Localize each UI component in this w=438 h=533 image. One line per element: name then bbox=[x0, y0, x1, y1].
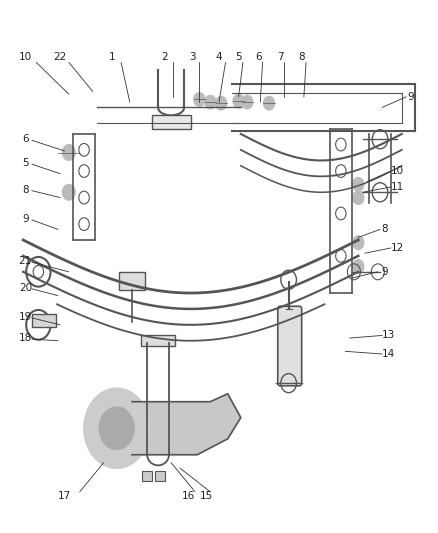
Circle shape bbox=[84, 389, 149, 468]
FancyBboxPatch shape bbox=[119, 272, 145, 290]
Circle shape bbox=[194, 93, 205, 107]
FancyBboxPatch shape bbox=[278, 306, 302, 386]
Text: 7: 7 bbox=[277, 52, 283, 62]
Text: 9: 9 bbox=[381, 267, 388, 277]
Circle shape bbox=[353, 260, 364, 273]
Text: 6: 6 bbox=[22, 134, 28, 144]
Circle shape bbox=[263, 96, 275, 110]
Text: 6: 6 bbox=[255, 52, 261, 62]
Text: 8: 8 bbox=[298, 52, 305, 62]
Circle shape bbox=[99, 407, 134, 449]
Circle shape bbox=[205, 95, 216, 109]
Text: 4: 4 bbox=[215, 52, 223, 62]
Circle shape bbox=[353, 191, 364, 205]
Text: 16: 16 bbox=[182, 490, 195, 500]
FancyBboxPatch shape bbox=[155, 471, 166, 481]
FancyBboxPatch shape bbox=[32, 314, 56, 327]
Text: 17: 17 bbox=[58, 490, 71, 500]
Text: 9: 9 bbox=[22, 214, 28, 224]
Circle shape bbox=[353, 177, 364, 191]
Text: 8: 8 bbox=[381, 224, 388, 235]
Text: 9: 9 bbox=[407, 92, 414, 102]
Text: 10: 10 bbox=[391, 166, 404, 176]
Text: 20: 20 bbox=[19, 282, 32, 293]
FancyBboxPatch shape bbox=[152, 115, 191, 128]
Text: 19: 19 bbox=[19, 312, 32, 322]
Text: 11: 11 bbox=[391, 182, 404, 192]
Text: 15: 15 bbox=[199, 490, 212, 500]
Circle shape bbox=[62, 144, 75, 160]
Text: 14: 14 bbox=[382, 349, 396, 359]
Text: 8: 8 bbox=[22, 184, 28, 195]
FancyBboxPatch shape bbox=[142, 471, 152, 481]
Text: 5: 5 bbox=[22, 158, 28, 168]
Circle shape bbox=[242, 95, 253, 109]
FancyBboxPatch shape bbox=[141, 335, 176, 346]
Text: 13: 13 bbox=[382, 330, 396, 341]
Text: 12: 12 bbox=[391, 243, 404, 253]
Text: 10: 10 bbox=[19, 52, 32, 62]
Text: 18: 18 bbox=[19, 333, 32, 343]
Circle shape bbox=[233, 94, 244, 108]
Text: 3: 3 bbox=[190, 52, 196, 62]
Circle shape bbox=[215, 96, 227, 110]
Circle shape bbox=[62, 184, 75, 200]
Circle shape bbox=[353, 236, 364, 249]
Polygon shape bbox=[132, 394, 241, 455]
Text: 22: 22 bbox=[53, 52, 67, 62]
Text: 5: 5 bbox=[235, 52, 242, 62]
Text: 1: 1 bbox=[109, 52, 116, 62]
Text: 2: 2 bbox=[161, 52, 168, 62]
Text: 21: 21 bbox=[19, 256, 32, 266]
